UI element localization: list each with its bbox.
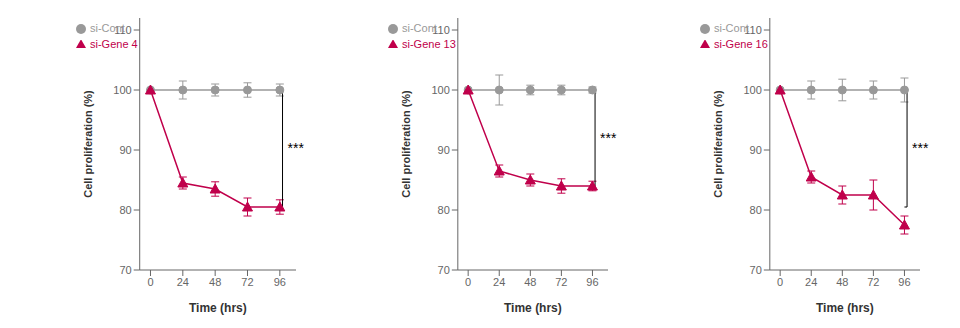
svg-text:100: 100	[113, 84, 131, 96]
svg-text:72: 72	[867, 276, 879, 288]
svg-text:***: ***	[600, 130, 617, 146]
svg-text:48: 48	[836, 276, 848, 288]
svg-text:0: 0	[777, 276, 783, 288]
svg-text:70: 70	[119, 264, 131, 276]
svg-text:70: 70	[438, 264, 450, 276]
svg-text:80: 80	[438, 204, 450, 216]
svg-text:80: 80	[750, 204, 762, 216]
svg-text:100: 100	[743, 84, 761, 96]
svg-text:80: 80	[119, 204, 131, 216]
svg-text:110: 110	[744, 24, 762, 36]
svg-text:48: 48	[209, 276, 221, 288]
svg-text:72: 72	[555, 276, 567, 288]
svg-text:Time (hrs): Time (hrs)	[816, 301, 874, 315]
svg-text:0: 0	[465, 276, 471, 288]
svg-text:70: 70	[750, 264, 762, 276]
svg-text:90: 90	[119, 144, 131, 156]
svg-text:***: ***	[912, 140, 929, 156]
svg-text:Cell proliferation (%): Cell proliferation (%)	[400, 90, 412, 198]
svg-text:110: 110	[114, 24, 132, 36]
svg-text:90: 90	[438, 144, 450, 156]
svg-text:24: 24	[805, 276, 817, 288]
svg-text:72: 72	[241, 276, 253, 288]
svg-text:96: 96	[586, 276, 598, 288]
svg-text:96: 96	[898, 276, 910, 288]
svg-text:***: ***	[288, 140, 305, 156]
svg-text:Cell proliferation (%): Cell proliferation (%)	[82, 90, 94, 198]
svg-text:110: 110	[432, 24, 450, 36]
svg-text:100: 100	[431, 84, 449, 96]
svg-text:24: 24	[493, 276, 505, 288]
svg-text:Time (hrs): Time (hrs)	[189, 301, 247, 315]
svg-text:Cell proliferation (%): Cell proliferation (%)	[712, 90, 724, 198]
svg-text:24: 24	[177, 276, 189, 288]
svg-text:48: 48	[524, 276, 536, 288]
svg-text:Time (hrs): Time (hrs)	[504, 301, 562, 315]
svg-text:96: 96	[274, 276, 286, 288]
svg-text:0: 0	[147, 276, 153, 288]
svg-text:90: 90	[750, 144, 762, 156]
